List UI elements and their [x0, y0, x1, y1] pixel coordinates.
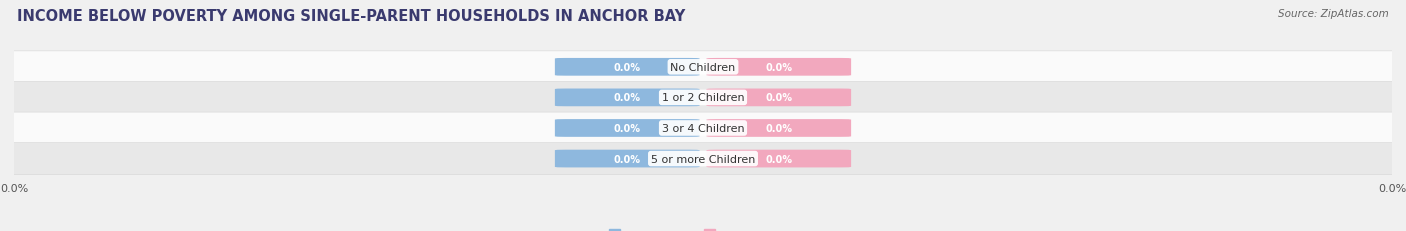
FancyBboxPatch shape [555, 150, 700, 168]
FancyBboxPatch shape [706, 150, 851, 168]
Text: No Children: No Children [671, 63, 735, 73]
Text: Source: ZipAtlas.com: Source: ZipAtlas.com [1278, 9, 1389, 19]
FancyBboxPatch shape [555, 89, 700, 107]
FancyBboxPatch shape [0, 143, 1406, 175]
FancyBboxPatch shape [0, 82, 1406, 114]
Text: 3 or 4 Children: 3 or 4 Children [662, 123, 744, 133]
Legend: Single Father, Single Mother: Single Father, Single Mother [605, 225, 801, 231]
Text: 0.0%: 0.0% [765, 93, 793, 103]
FancyBboxPatch shape [706, 59, 851, 76]
FancyBboxPatch shape [0, 52, 1406, 83]
Text: 0.0%: 0.0% [765, 154, 793, 164]
Text: 5 or more Children: 5 or more Children [651, 154, 755, 164]
Text: 0.0%: 0.0% [613, 123, 641, 133]
Text: 0.0%: 0.0% [765, 63, 793, 73]
FancyBboxPatch shape [706, 120, 851, 137]
Text: 0.0%: 0.0% [765, 123, 793, 133]
Text: 0.0%: 0.0% [613, 63, 641, 73]
FancyBboxPatch shape [555, 59, 700, 76]
Text: 1 or 2 Children: 1 or 2 Children [662, 93, 744, 103]
FancyBboxPatch shape [706, 89, 851, 107]
FancyBboxPatch shape [555, 120, 700, 137]
FancyBboxPatch shape [0, 112, 1406, 144]
Text: 0.0%: 0.0% [613, 93, 641, 103]
Text: INCOME BELOW POVERTY AMONG SINGLE-PARENT HOUSEHOLDS IN ANCHOR BAY: INCOME BELOW POVERTY AMONG SINGLE-PARENT… [17, 9, 685, 24]
Text: 0.0%: 0.0% [613, 154, 641, 164]
